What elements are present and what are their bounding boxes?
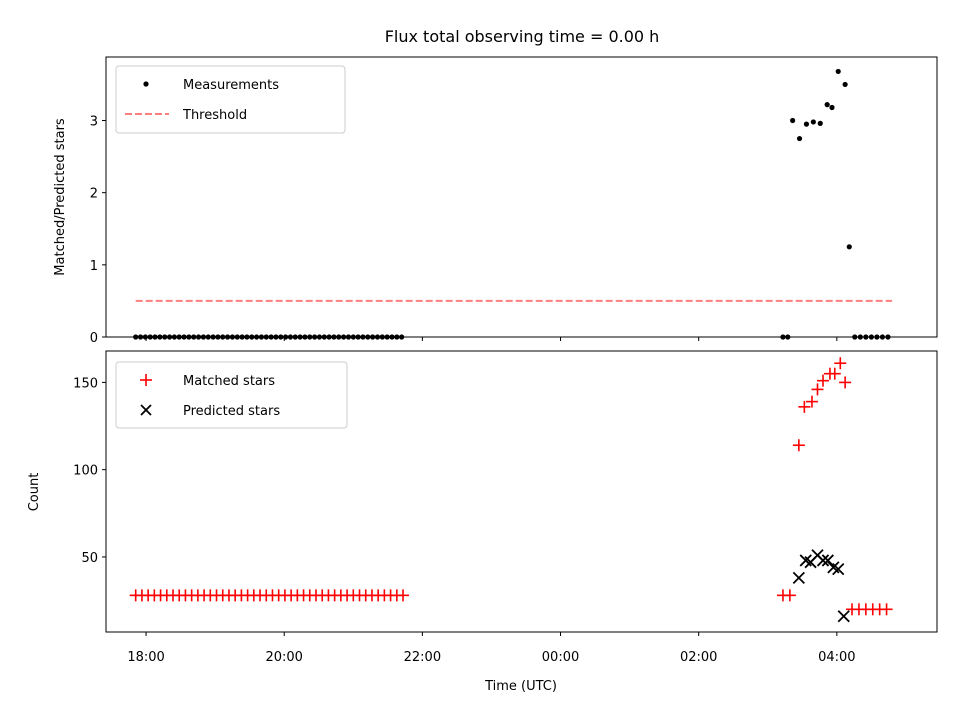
legend-threshold-label: Threshold bbox=[182, 108, 247, 123]
matched-star-point bbox=[834, 357, 847, 370]
top-legend: Measurements Threshold bbox=[115, 65, 346, 134]
x-tick-label: 00:00 bbox=[542, 650, 579, 665]
matched-star-point bbox=[880, 603, 893, 616]
legend-predicted-marker bbox=[140, 404, 152, 416]
x-tick-label: 04:00 bbox=[818, 650, 855, 665]
top-axes-frame bbox=[105, 56, 938, 338]
matched-star-point bbox=[805, 395, 818, 408]
bottom-y-tick-label: 100 bbox=[73, 464, 98, 479]
bottom-y-tick-label: 150 bbox=[73, 376, 98, 391]
chart-title: Flux total observing time = 0.00 h bbox=[385, 27, 660, 46]
top-subplot: 0 1 2 3 Matched/Predicted stars Measurement… bbox=[53, 56, 938, 346]
measurement-point bbox=[810, 119, 816, 125]
top-y-tick-label: 0 bbox=[90, 331, 98, 346]
measurement-point bbox=[846, 244, 852, 250]
top-legend-box bbox=[115, 65, 346, 134]
legend-predicted-label: Predicted stars bbox=[183, 404, 280, 419]
matched-star-point bbox=[817, 374, 830, 387]
bottom-y-tick-label: 50 bbox=[81, 551, 98, 566]
matched-star-point bbox=[783, 589, 796, 602]
predicted-star-point bbox=[832, 563, 845, 576]
measurement-point bbox=[796, 135, 803, 142]
x-tick-label: 02:00 bbox=[680, 650, 717, 665]
measurement-point bbox=[835, 68, 841, 75]
measurement-point bbox=[824, 102, 830, 108]
matched-star-point bbox=[792, 439, 805, 452]
bottom-y-axis-label: Count bbox=[27, 473, 42, 512]
legend-matched-label: Matched stars bbox=[183, 374, 275, 389]
x-tick-label: 22:00 bbox=[404, 650, 441, 665]
legend-measurements-label: Measurements bbox=[183, 78, 279, 93]
measurement-point bbox=[842, 81, 848, 88]
matched-star-point bbox=[798, 400, 811, 413]
bottom-legend: Matched stars Predicted stars bbox=[115, 361, 348, 429]
top-y-tick-label: 1 bbox=[90, 259, 98, 274]
measurement-point bbox=[817, 120, 823, 126]
top-y-tick-label: 3 bbox=[90, 115, 98, 130]
matched-star-point bbox=[397, 589, 410, 602]
matched-star-point bbox=[828, 367, 841, 380]
measurement-point bbox=[829, 104, 835, 111]
measurement-point bbox=[803, 121, 810, 127]
matched-star-point bbox=[839, 376, 852, 389]
x-tick-label: 20:00 bbox=[265, 650, 302, 665]
x-tick-label: 18:00 bbox=[127, 650, 164, 665]
bottom-axes-frame bbox=[105, 350, 938, 633]
predicted-star-point bbox=[821, 554, 834, 567]
x-axis-label: Time (UTC) bbox=[484, 679, 557, 694]
legend-measurements-marker bbox=[143, 81, 149, 87]
top-y-tick-label: 2 bbox=[90, 187, 98, 202]
legend-matched-marker bbox=[140, 374, 152, 386]
predicted-star-point bbox=[816, 554, 830, 567]
predicted-star-point bbox=[837, 610, 850, 623]
predicted-star-point bbox=[792, 571, 805, 585]
top-y-axis-label: Matched/Predicted stars bbox=[53, 118, 68, 276]
measurement-point bbox=[790, 117, 796, 124]
matched-star-point bbox=[811, 383, 824, 396]
bottom-legend-box bbox=[115, 361, 348, 429]
